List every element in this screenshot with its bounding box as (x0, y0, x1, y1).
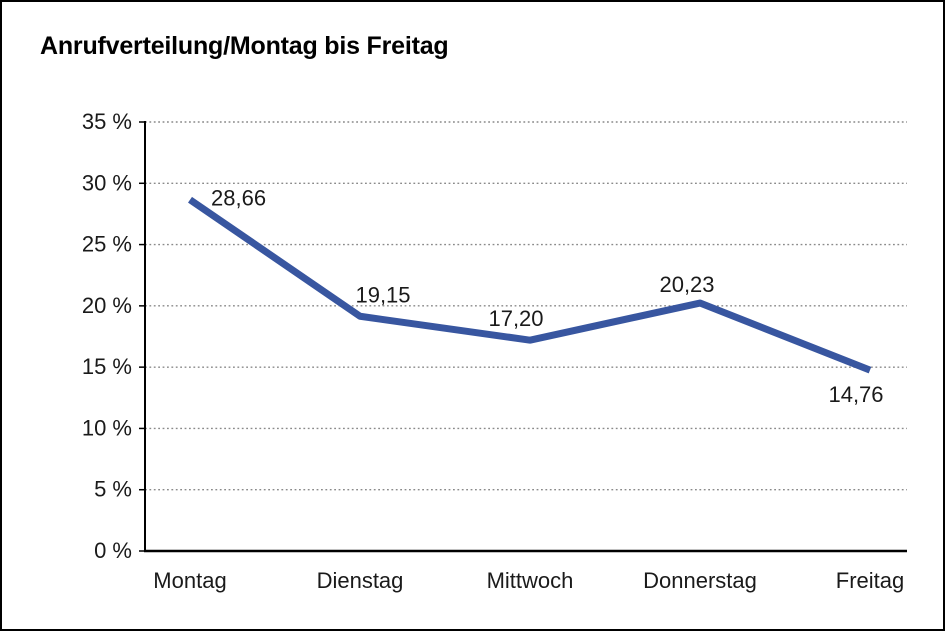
y-tick-label: 5 % (94, 477, 132, 502)
y-tick-label: 10 % (82, 415, 132, 440)
x-category-label: Dienstag (317, 568, 404, 593)
y-tick-label: 15 % (82, 354, 132, 379)
y-tick-label: 35 % (82, 109, 132, 134)
data-point-label: 20,23 (659, 272, 714, 297)
x-category-label: Donnerstag (643, 568, 757, 593)
y-tick-label: 25 % (82, 232, 132, 257)
x-category-label: Mittwoch (487, 568, 574, 593)
data-point-label: 28,66 (211, 186, 266, 211)
y-tick-label: 30 % (82, 170, 132, 195)
y-tick-label: 20 % (82, 293, 132, 318)
y-tick-label: 0 % (94, 538, 132, 563)
data-point-label: 17,20 (488, 306, 543, 331)
data-line (188, 196, 872, 374)
data-point-label: 19,15 (355, 282, 410, 307)
x-category-label: Freitag (836, 568, 904, 593)
x-category-label: Montag (153, 568, 226, 593)
chart-title: Anrufverteilung/Montag bis Freitag (40, 32, 449, 60)
data-point-label: 14,76 (828, 382, 883, 407)
